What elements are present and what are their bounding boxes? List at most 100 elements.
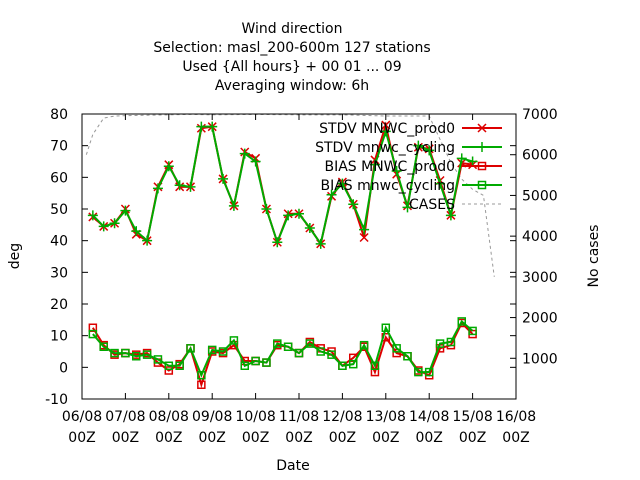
x-tick-label-hour: 00Z [372,430,399,446]
data-point [337,178,348,189]
series-line [92,125,473,247]
data-point [207,345,217,355]
legend-label: BIAS mnwc_cycling [320,178,455,194]
x-tick-label-date: 08/08 [149,409,189,425]
y-tick-label: 60 [50,170,68,186]
title-line-1: Wind direction [242,21,343,37]
data-point [359,340,369,350]
data-point [87,210,98,221]
y-tick-label: 0 [59,360,68,376]
data-point [262,358,271,367]
data-point [381,120,391,130]
data-point [185,181,196,192]
data-point [283,342,293,351]
y2-axis-label: No cases [586,225,602,288]
series-line [92,319,474,378]
y-tick-label: 70 [50,139,68,155]
data-point [456,153,467,164]
x-tick-label-date: 07/08 [105,409,145,425]
y-tick-label: 30 [50,265,68,281]
data-point [369,159,380,170]
x-tick-label-hour: 00Z [415,430,442,446]
data-point [174,180,185,191]
legend-marker [477,161,487,171]
series-line [85,113,495,277]
data-point [207,121,218,132]
legend-label: BIAS MNWC_prod0 [324,159,455,175]
data-point [164,361,174,370]
data-point [359,232,369,243]
data-point [392,344,401,353]
x-tick-label-date: 12/08 [322,409,362,425]
x-tick-label-date: 16/08 [496,409,536,425]
data-point [240,361,249,370]
data-point [142,350,152,359]
data-point [186,344,195,353]
data-point [272,237,283,248]
data-point [239,148,250,159]
data-point [218,347,228,356]
x-tick-label-date: 06/08 [62,409,102,425]
y-axis-label: deg [7,243,23,269]
x-tick-label-hour: 00Z [459,430,486,446]
data-point [132,352,141,361]
y-axis-ticks: -10 0 10 20 30 40 50 60 70 80 [45,107,516,408]
data-point [446,337,456,347]
data-point [457,317,466,326]
data-point [251,356,260,366]
data-point [273,339,282,348]
data-point [121,348,130,358]
y2-tick-label: 5000 [522,188,558,204]
data-point [218,173,229,184]
data-point [142,235,153,246]
legend-marker [477,180,487,190]
data-point [359,224,370,235]
data-point [153,355,163,364]
chart-title: Wind direction Selection: masl_200-600m … [153,21,430,94]
x-tick-label-hour: 00Z [155,430,182,446]
data-point [88,329,98,339]
x-tick-label-hour: 00Z [502,430,529,446]
x-tick-label-date: 15/08 [452,409,492,425]
data-point [294,208,304,219]
title-line-4: Averaging window: 6h [215,78,369,94]
data-point [197,371,206,380]
data-point [391,166,402,176]
y2-tick-label: 4000 [522,229,558,245]
data-point [294,348,304,358]
data-point [435,339,445,348]
data-point [98,221,109,232]
data-point [197,380,206,389]
data-point [110,348,119,358]
x-tick-label-date: 10/08 [235,409,275,425]
data-point [468,326,477,336]
x-axis-ticks: 06/08 00Z 07/08 00Z 08/08 00Z 09/08 00Z 10/08 00Z… [62,114,536,446]
data-point [380,126,391,137]
legend-label: STDV mnwc_cycling [315,140,455,156]
data-point [283,210,294,221]
data-point [424,367,434,377]
y2-axis-ticks: 1000 2000 3000 4000 5000 6000 7000 [510,107,558,367]
data-point [467,156,478,167]
data-point [403,352,412,361]
data-point [349,359,358,369]
legend: STDV MNWC_prod0 STDV mnwc_cycling BIAS MNW… [315,121,502,213]
data-point [163,161,174,172]
data-point [109,218,120,229]
data-point [228,200,239,211]
legend-marker [477,142,487,152]
data-point [250,156,261,167]
data-point [326,189,337,200]
series-cases [85,113,495,277]
y-tick-label: -10 [45,392,68,408]
y2-tick-label: 6000 [522,148,558,164]
x-tick-label-date: 14/08 [409,409,449,425]
data-point [316,347,325,356]
y-tick-label: 20 [50,297,68,313]
data-point [196,121,207,132]
y-tick-label: 40 [50,234,68,250]
legend-label: CASES [409,197,455,213]
data-point [348,199,359,210]
data-point [392,348,401,358]
data-point [338,361,347,370]
